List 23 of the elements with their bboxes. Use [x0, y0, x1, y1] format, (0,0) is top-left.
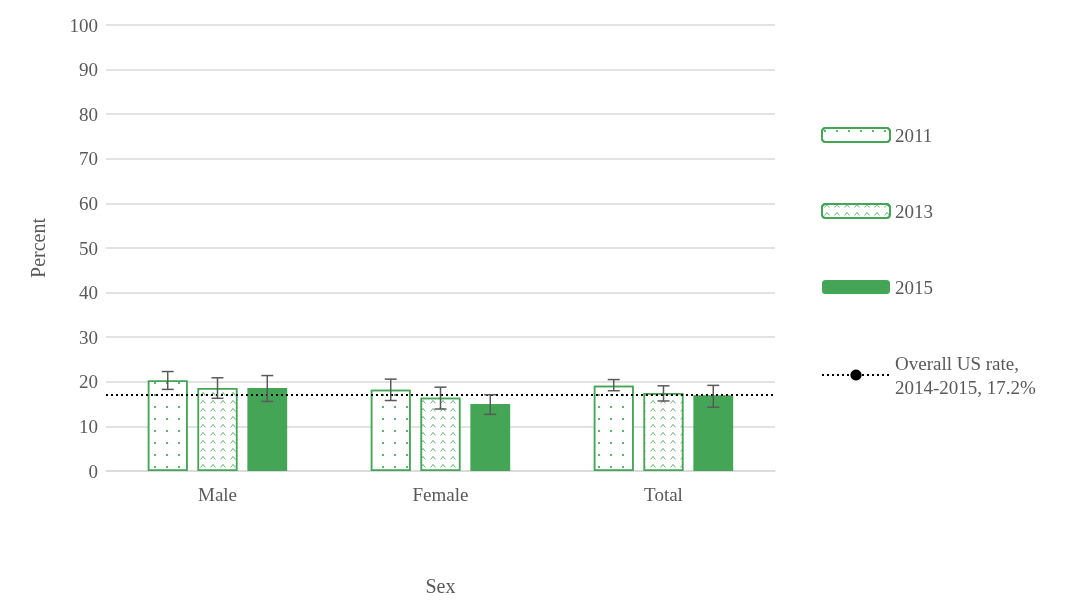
- legend-label: 2011: [895, 124, 933, 146]
- y-tick-label: 60: [79, 192, 98, 214]
- x-axis-title: Sex: [425, 575, 456, 597]
- y-tick-label: 50: [79, 237, 98, 259]
- y-tick-label: 100: [69, 14, 98, 36]
- legend-label: Overall US rate, 2014-2015, 17.2%: [895, 352, 1037, 398]
- y-tick-label: 90: [79, 59, 98, 81]
- y-axis-title: Percent: [27, 217, 49, 278]
- y-tick-label: 0: [88, 460, 98, 482]
- bar: [470, 404, 511, 471]
- x-tick-label: Female: [412, 484, 469, 505]
- x-tick-label: Total: [644, 484, 683, 505]
- y-tick-label: 20: [79, 371, 98, 393]
- y-tick-label: 80: [79, 103, 98, 125]
- y-tick-label: 10: [79, 415, 98, 437]
- y-tick-label: 70: [79, 148, 98, 170]
- bar: [693, 395, 734, 471]
- legend-label: 2015: [895, 276, 933, 298]
- y-tick-label: 30: [79, 326, 98, 348]
- x-tick-label: Male: [197, 484, 238, 505]
- y-tick-label: 40: [79, 282, 98, 304]
- bar: [247, 388, 288, 471]
- legend-label: 2013: [895, 200, 933, 222]
